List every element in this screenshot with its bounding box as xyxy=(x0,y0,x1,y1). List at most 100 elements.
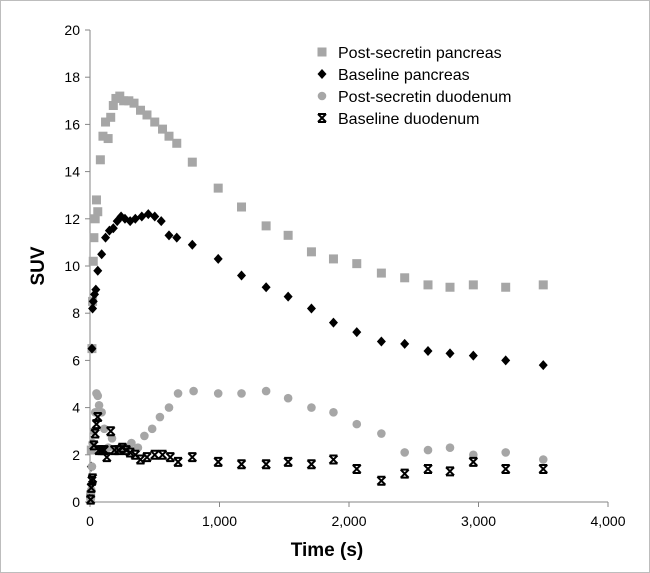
data-point xyxy=(89,233,99,243)
data-point xyxy=(329,408,338,417)
data-point xyxy=(445,348,455,359)
data-point xyxy=(106,426,116,437)
data-point xyxy=(93,391,103,401)
data-point xyxy=(213,389,223,398)
legend-marker xyxy=(317,113,327,123)
data-point xyxy=(113,445,124,456)
y-tick-label: 20 xyxy=(64,22,80,38)
data-point xyxy=(156,216,166,227)
x-tick-label: 3,000 xyxy=(461,513,496,529)
data-point xyxy=(352,463,362,474)
data-point xyxy=(85,494,96,505)
legend: Post-secretin pancreas Baseline pancreas P… xyxy=(317,45,511,128)
data-point xyxy=(117,442,128,453)
data-point xyxy=(150,117,160,127)
data-point xyxy=(94,445,104,456)
y-tick-label: 12 xyxy=(64,211,80,227)
data-point xyxy=(468,456,479,467)
data-point xyxy=(328,317,338,328)
data-point xyxy=(115,91,125,101)
data-point xyxy=(261,221,271,231)
y-tick-label: 10 xyxy=(64,258,80,274)
data-point xyxy=(119,96,129,106)
data-point xyxy=(99,445,109,456)
data-point xyxy=(468,280,478,290)
data-point xyxy=(155,412,165,422)
data-point xyxy=(213,456,223,467)
data-point xyxy=(261,386,271,396)
data-point xyxy=(142,110,152,120)
data-point xyxy=(213,183,223,193)
data-point xyxy=(423,345,433,356)
data-point xyxy=(86,482,97,493)
data-point xyxy=(88,256,98,266)
data-point xyxy=(352,419,362,429)
data-point xyxy=(91,195,101,205)
legend-label: Baseline duodenum xyxy=(338,111,479,128)
legend-marker xyxy=(317,91,327,101)
y-tick-label: 4 xyxy=(72,400,80,416)
data-point xyxy=(164,131,174,141)
data-point xyxy=(130,449,141,460)
data-point xyxy=(501,282,511,292)
data-point xyxy=(328,254,338,264)
y-tick-label: 0 xyxy=(72,494,80,510)
y-tick-label: 14 xyxy=(64,164,80,180)
data-point xyxy=(283,291,293,302)
data-point xyxy=(445,443,455,453)
legend-marker xyxy=(317,69,327,79)
legend-marker xyxy=(317,47,327,57)
data-point xyxy=(165,452,175,463)
data-point xyxy=(150,211,160,222)
data-point xyxy=(125,447,135,458)
data-point xyxy=(261,459,271,470)
legend-label: Post-secretin pancreas xyxy=(338,45,502,62)
data-point xyxy=(97,249,107,260)
x-tick-label: 0 xyxy=(86,513,94,529)
data-point xyxy=(501,448,510,457)
data-point xyxy=(158,124,168,134)
data-point xyxy=(121,445,131,456)
data-point xyxy=(87,462,97,471)
data-point xyxy=(377,429,386,438)
data-point xyxy=(150,449,160,460)
data-point xyxy=(237,202,247,212)
data-marks xyxy=(85,91,548,505)
data-point xyxy=(500,463,511,474)
data-point xyxy=(352,259,362,269)
axes: 0 2 4 6 8 10 12 14 16 18 20 0 1,000 2,000 3,000 4,000 xyxy=(64,22,625,529)
y-tick-label: 8 xyxy=(72,305,80,321)
data-point xyxy=(236,459,247,470)
data-point xyxy=(101,232,111,243)
data-point xyxy=(213,253,223,264)
data-point xyxy=(90,214,100,224)
data-point xyxy=(172,138,182,148)
data-point xyxy=(468,350,478,361)
data-point xyxy=(102,452,112,463)
data-point xyxy=(173,389,183,398)
data-point xyxy=(376,268,386,278)
data-point xyxy=(135,454,146,465)
data-point xyxy=(136,105,146,115)
data-point xyxy=(101,117,111,127)
data-point xyxy=(95,155,105,165)
data-point xyxy=(142,452,152,463)
data-point xyxy=(237,270,247,281)
series-1 xyxy=(86,91,548,500)
y-tick-label: 16 xyxy=(64,116,80,132)
data-point xyxy=(140,431,149,441)
data-point xyxy=(399,468,410,479)
data-point xyxy=(93,412,103,423)
data-point xyxy=(91,419,102,430)
data-point xyxy=(129,98,139,108)
data-point xyxy=(538,360,548,371)
data-point xyxy=(237,389,246,398)
data-point xyxy=(187,157,197,167)
series-3 xyxy=(86,386,548,504)
data-point xyxy=(376,475,387,486)
data-point xyxy=(109,445,120,456)
data-point xyxy=(164,403,174,412)
data-point xyxy=(91,284,101,295)
data-point xyxy=(328,454,339,465)
data-point xyxy=(87,475,97,486)
